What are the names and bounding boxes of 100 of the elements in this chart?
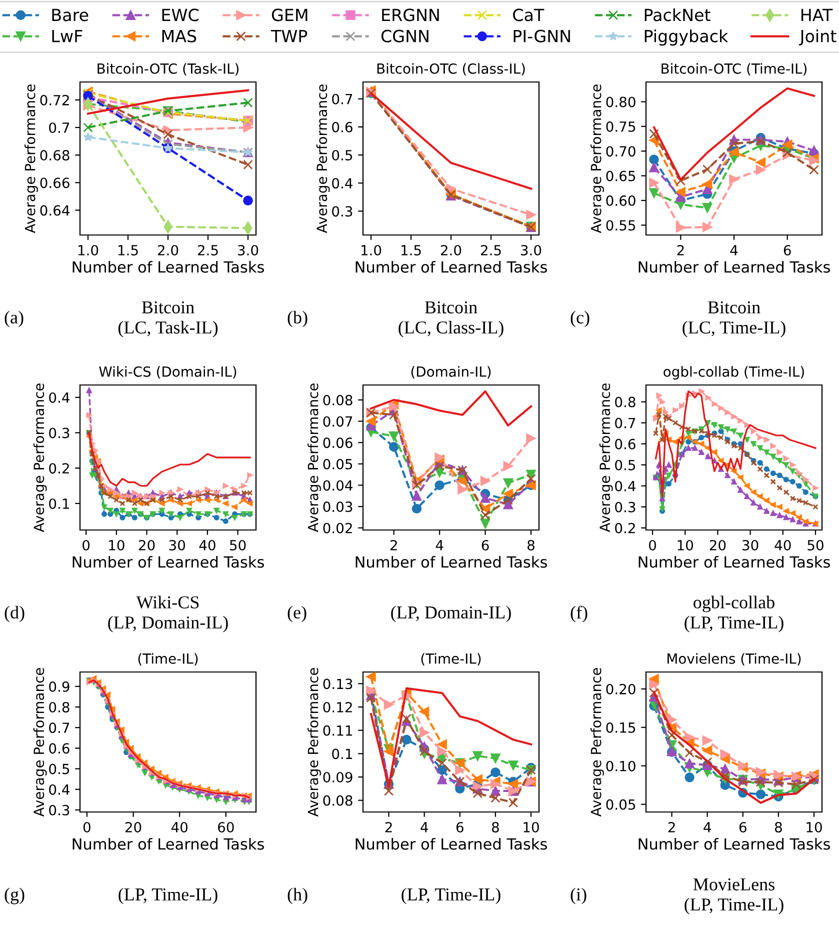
- y-tick-label: 0.70: [606, 146, 636, 157]
- x-tick-label: 2.0: [440, 244, 462, 256]
- x-tick-label: 4: [730, 245, 738, 256]
- y-tick-label: 0.5: [332, 150, 352, 160]
- legend-label: MAS: [162, 30, 196, 42]
- text: (e): [288, 606, 306, 622]
- x-tick-label: 2: [668, 822, 675, 832]
- x-axis-title: Number of Learned Tasks: [72, 260, 264, 273]
- chart-title: Movielens (Time-IL): [668, 653, 801, 666]
- text: (f): [570, 606, 588, 622]
- y-tick-label: 0.4: [49, 784, 70, 795]
- y-tick-label: 0.75: [606, 121, 636, 132]
- y-tick-label: 0.7: [49, 122, 70, 133]
- text: MovieLens (LP, Time-IL): [684, 878, 784, 914]
- legend-label: PackNet: [644, 8, 710, 22]
- x-tick-label: 1.0: [78, 244, 98, 256]
- y-axis-title: Average Performance: [24, 84, 38, 234]
- x-tick-label: 0: [83, 822, 90, 832]
- text: (LP, Time-IL): [402, 888, 500, 904]
- y-tick-label: 0.20: [606, 684, 636, 694]
- x-axis-title: Number of Learned Tasks: [72, 838, 264, 850]
- y-axis-title: Average Performance: [599, 384, 613, 532]
- x-tick-label: 4: [704, 822, 711, 832]
- x-tick-label: 4: [436, 540, 444, 550]
- legend-label: EWC: [162, 8, 198, 22]
- x-tick-label: 4: [420, 822, 428, 832]
- y-tick-label: 0.3: [615, 502, 636, 512]
- y-tick-label: 0.4: [332, 178, 352, 189]
- x-tick-label: 30: [169, 540, 186, 550]
- y-tick-label: 0.2: [49, 463, 69, 474]
- chart-title: (Time-IL): [138, 653, 198, 666]
- x-tick-label: 1.0: [361, 244, 382, 256]
- chart-title: Wiki-CS (Domain-IL): [99, 366, 236, 378]
- legend-label: CaT: [513, 8, 544, 22]
- y-tick-label: 0.03: [323, 502, 352, 512]
- y-tick-label: 0.3: [332, 206, 352, 217]
- y-tick-label: 0.65: [606, 170, 636, 182]
- x-tick-label: 2: [677, 244, 684, 256]
- y-tick-label: 0.07: [323, 416, 352, 427]
- x-tick-label: 1.5: [401, 245, 421, 256]
- y-tick-label: 0.15: [606, 722, 636, 733]
- y-tick-label: 0.80: [606, 96, 636, 108]
- y-tick-label: 0.06: [323, 438, 352, 448]
- y-axis-title: Average Performance: [590, 668, 604, 817]
- x-tick-label: 3.0: [521, 244, 542, 256]
- text: Bitcoin (LC, Task-IL): [118, 301, 218, 338]
- x-axis-title: Number of Learned Tasks: [72, 556, 264, 568]
- x-tick-label: 6: [784, 244, 791, 256]
- x-tick-label: 0: [649, 540, 656, 550]
- y-axis-title: Average Performance: [33, 668, 47, 817]
- y-tick-label: 0.55: [606, 220, 636, 231]
- y-tick-label: 0.08: [323, 394, 352, 406]
- chart-title: ogbl-collab (Time-IL): [664, 366, 804, 380]
- x-tick-label: 2.5: [480, 244, 501, 256]
- x-tick-label: 30: [742, 540, 758, 550]
- x-tick-label: 3.0: [238, 244, 258, 256]
- legend-label: ERGNN: [382, 8, 439, 22]
- legend-label: CGNN: [381, 30, 428, 42]
- x-axis-title: Number of Learned Tasks: [356, 838, 547, 850]
- y-axis-title: Average Performance: [308, 668, 321, 817]
- x-tick-label: 6: [456, 822, 464, 832]
- x-tick-label: 20: [710, 540, 726, 550]
- x-axis-title: Number of Learned Tasks: [638, 838, 830, 850]
- x-tick-label: 60: [218, 822, 234, 832]
- y-axis-title: Average Performance: [316, 84, 330, 234]
- legend-label: GEM: [272, 8, 308, 22]
- y-tick-label: 0.05: [606, 799, 636, 810]
- x-axis-title: Number of Learned Tasks: [356, 556, 547, 568]
- x-tick-label: 10: [678, 540, 694, 550]
- chart-title: (Time-IL): [421, 653, 481, 666]
- x-tick-label: 6: [739, 822, 746, 832]
- y-tick-label: 0.1: [49, 498, 69, 509]
- x-tick-label: 20: [125, 822, 142, 832]
- text: Bitcoin (LC, Class-IL): [398, 301, 504, 338]
- text: Wiki-CS (LP, Domain-IL): [108, 596, 228, 632]
- y-axis-title: Average Performance: [33, 384, 47, 532]
- y-tick-label: 0.7: [49, 722, 70, 734]
- y-tick-label: 0.64: [40, 205, 70, 216]
- x-tick-label: 20: [138, 540, 155, 550]
- y-tick-label: 0.13: [323, 678, 352, 690]
- x-tick-label: 50: [808, 540, 824, 550]
- y-tick-label: 0.3: [49, 428, 70, 438]
- y-tick-label: 0.5: [49, 764, 70, 774]
- chart-title: Bitcoin-OTC (Time-IL): [662, 63, 807, 76]
- y-tick-label: 0.6: [615, 438, 636, 450]
- x-tick-label: 40: [199, 540, 216, 550]
- y-tick-label: 0.9: [49, 681, 70, 692]
- y-tick-label: 0.7: [332, 94, 352, 104]
- text: (LP, Time-IL): [118, 888, 218, 904]
- text: (LP, Domain-IL): [391, 606, 511, 622]
- x-tick-label: 2.5: [198, 244, 218, 256]
- y-tick-label: 0.3: [49, 804, 70, 816]
- x-tick-label: 8: [528, 540, 534, 550]
- x-tick-label: 8: [774, 822, 782, 832]
- text: (c): [570, 310, 590, 328]
- y-tick-label: 0.60: [606, 195, 636, 206]
- x-tick-label: 0: [82, 540, 90, 550]
- legend-label: Bare: [52, 8, 88, 22]
- text: (g): [4, 888, 24, 904]
- y-tick-label: 0.11: [323, 725, 352, 736]
